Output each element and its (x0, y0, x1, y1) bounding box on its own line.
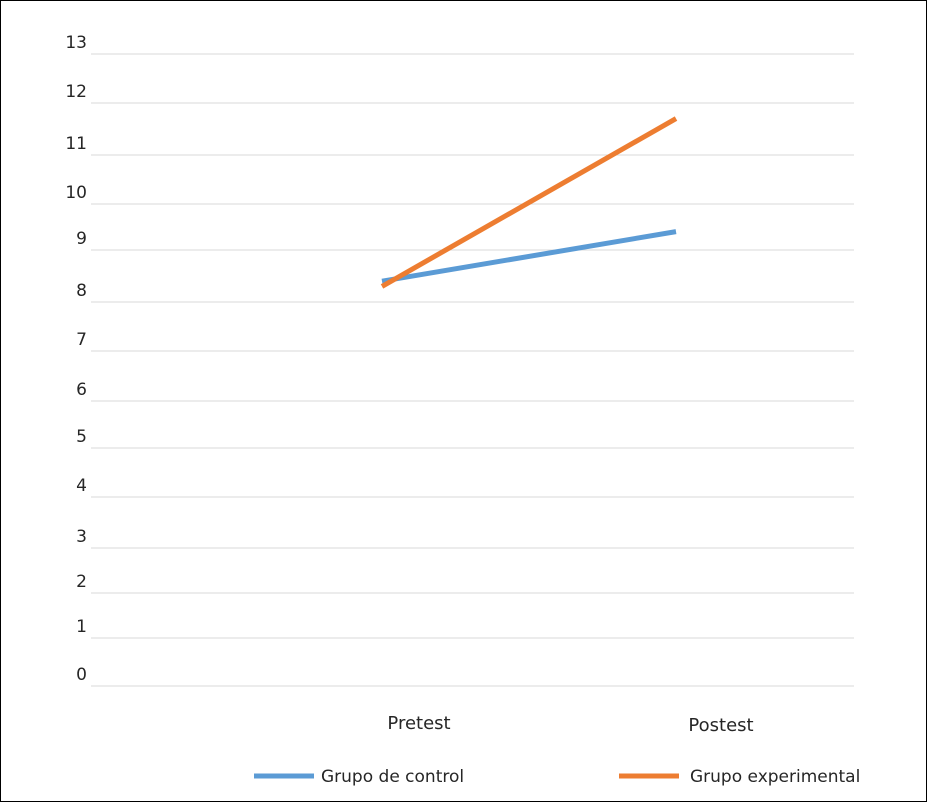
y-tick-label: 3 (76, 527, 87, 547)
y-tick-label: 12 (65, 82, 87, 102)
y-tick-label: 4 (76, 476, 87, 496)
series-line (381, 229, 677, 284)
legend-item: Grupo de control (254, 767, 464, 787)
x-category-label: Postest (688, 715, 753, 736)
y-tick-label: 13 (65, 33, 87, 53)
y-tick-label: 7 (76, 330, 87, 350)
series-lines (380, 116, 678, 289)
x-axis-category-labels: Pretest Postest (387, 713, 753, 736)
y-tick-label: 10 (65, 183, 87, 203)
legend-item: Grupo experimental (619, 767, 860, 787)
series-line (380, 116, 678, 289)
y-tick-label: 0 (76, 665, 87, 685)
y-tick-label: 1 (76, 617, 87, 637)
y-tick-label: 6 (76, 380, 87, 400)
gridlines (91, 53, 854, 687)
x-category-label: Pretest (387, 713, 450, 734)
legend-label: Grupo experimental (690, 767, 860, 787)
y-tick-label: 11 (65, 134, 87, 154)
y-tick-label: 2 (76, 572, 87, 592)
legend: Grupo de control Grupo experimental (254, 767, 860, 787)
y-tick-label: 8 (76, 281, 87, 301)
y-tick-label: 5 (76, 427, 87, 447)
y-tick-label: 9 (76, 229, 87, 249)
legend-label: Grupo de control (321, 767, 464, 787)
